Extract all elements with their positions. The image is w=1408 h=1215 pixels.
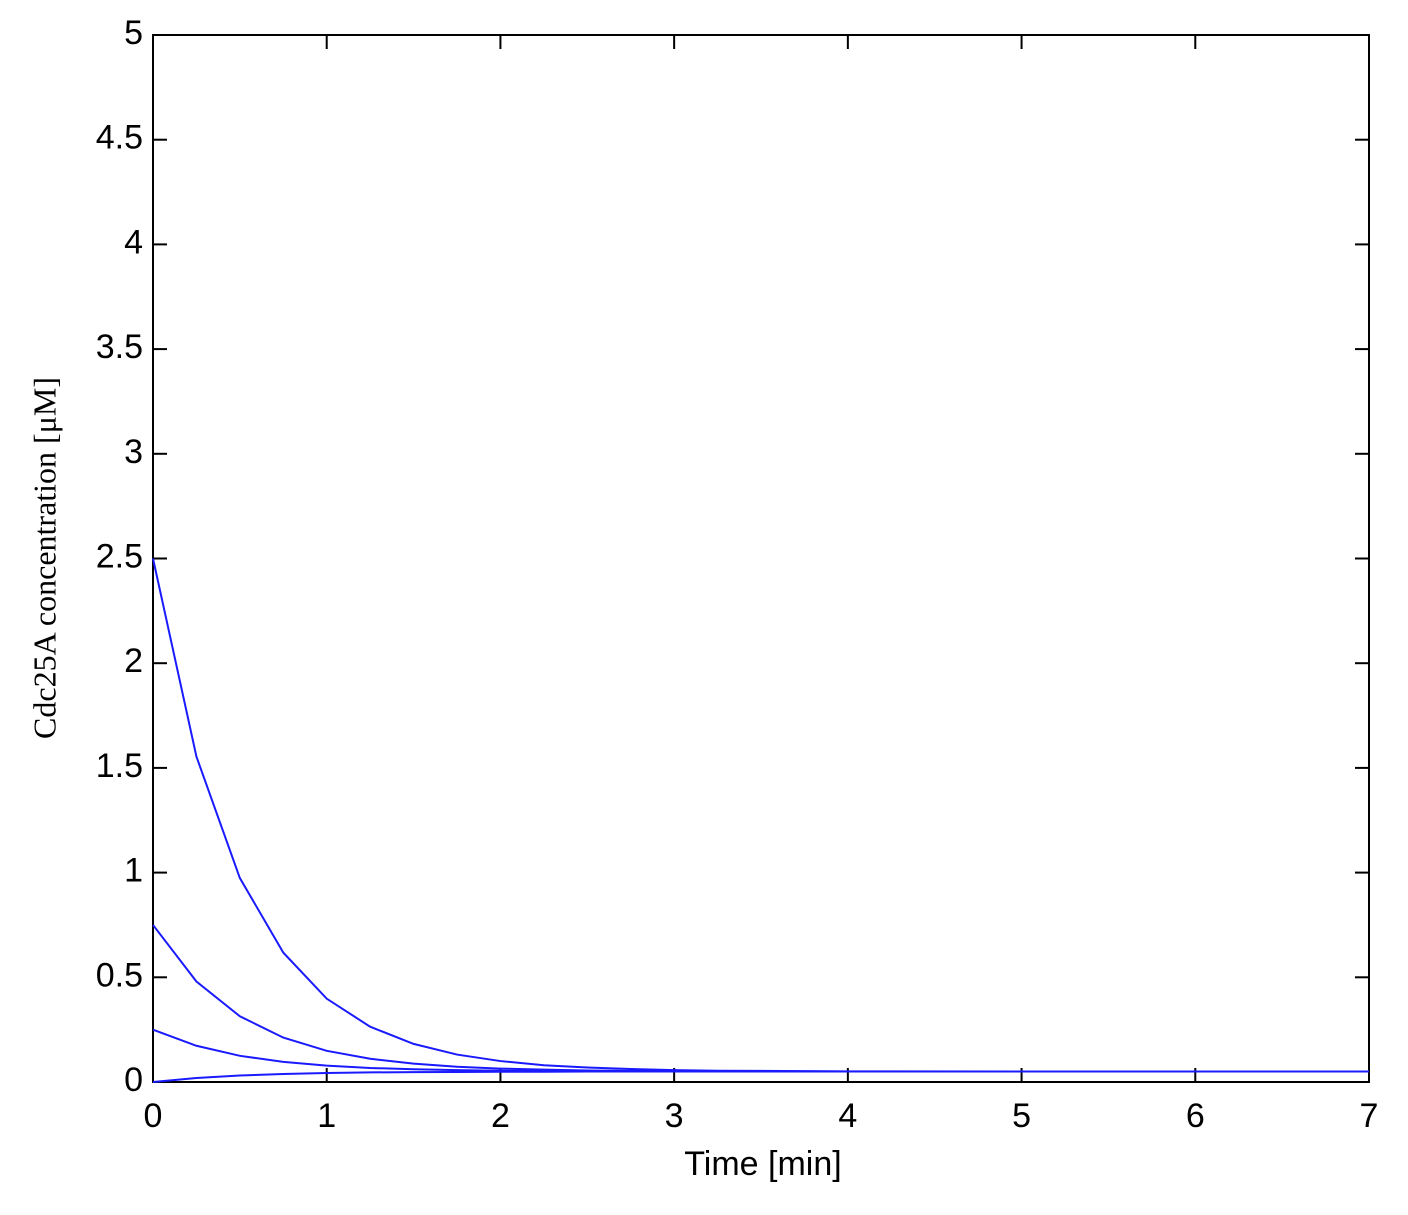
y-tick-label: 4.5 (96, 119, 143, 157)
y-tick-label: 3 (124, 433, 143, 471)
x-tick-label: 7 (1360, 1097, 1379, 1135)
y-tick-label: 0 (124, 1061, 143, 1099)
y-tick-label: 3.5 (96, 328, 143, 366)
y-tick-label: 4 (124, 223, 143, 261)
line-series (152, 558, 1369, 1073)
x-tick-label: 3 (665, 1097, 684, 1135)
x-axis-label: Time [min] (684, 1145, 841, 1183)
line-series (152, 924, 1369, 1073)
x-tick-label: 2 (491, 1097, 510, 1135)
y-axis-label: Cdc25A concentration [μM] (26, 377, 62, 739)
plot-frame (152, 34, 1370, 1083)
y-tick-label: 0.5 (96, 956, 143, 994)
x-tick-label: 0 (144, 1097, 163, 1135)
y-tick-label: 1.5 (96, 747, 143, 785)
line-series (152, 1070, 1369, 1083)
y-tick-label: 1 (124, 852, 143, 890)
x-tick-label: 1 (317, 1097, 336, 1135)
y-tick-label: 2.5 (96, 537, 143, 575)
line-series (152, 1028, 1369, 1073)
x-tick-label: 6 (1186, 1097, 1205, 1135)
x-tick-label: 4 (838, 1097, 857, 1135)
y-tick-label: 2 (124, 642, 143, 680)
y-tick-label: 5 (124, 14, 143, 52)
x-tick-label: 5 (1012, 1097, 1031, 1135)
